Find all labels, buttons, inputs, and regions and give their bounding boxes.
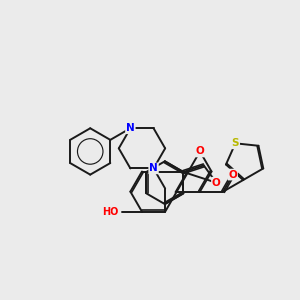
Text: O: O (196, 146, 204, 157)
Text: O: O (228, 169, 237, 180)
Text: N: N (149, 164, 158, 173)
Text: S: S (232, 138, 239, 148)
Text: N: N (126, 123, 135, 133)
Text: O: O (212, 178, 221, 188)
Text: HO: HO (102, 207, 119, 217)
